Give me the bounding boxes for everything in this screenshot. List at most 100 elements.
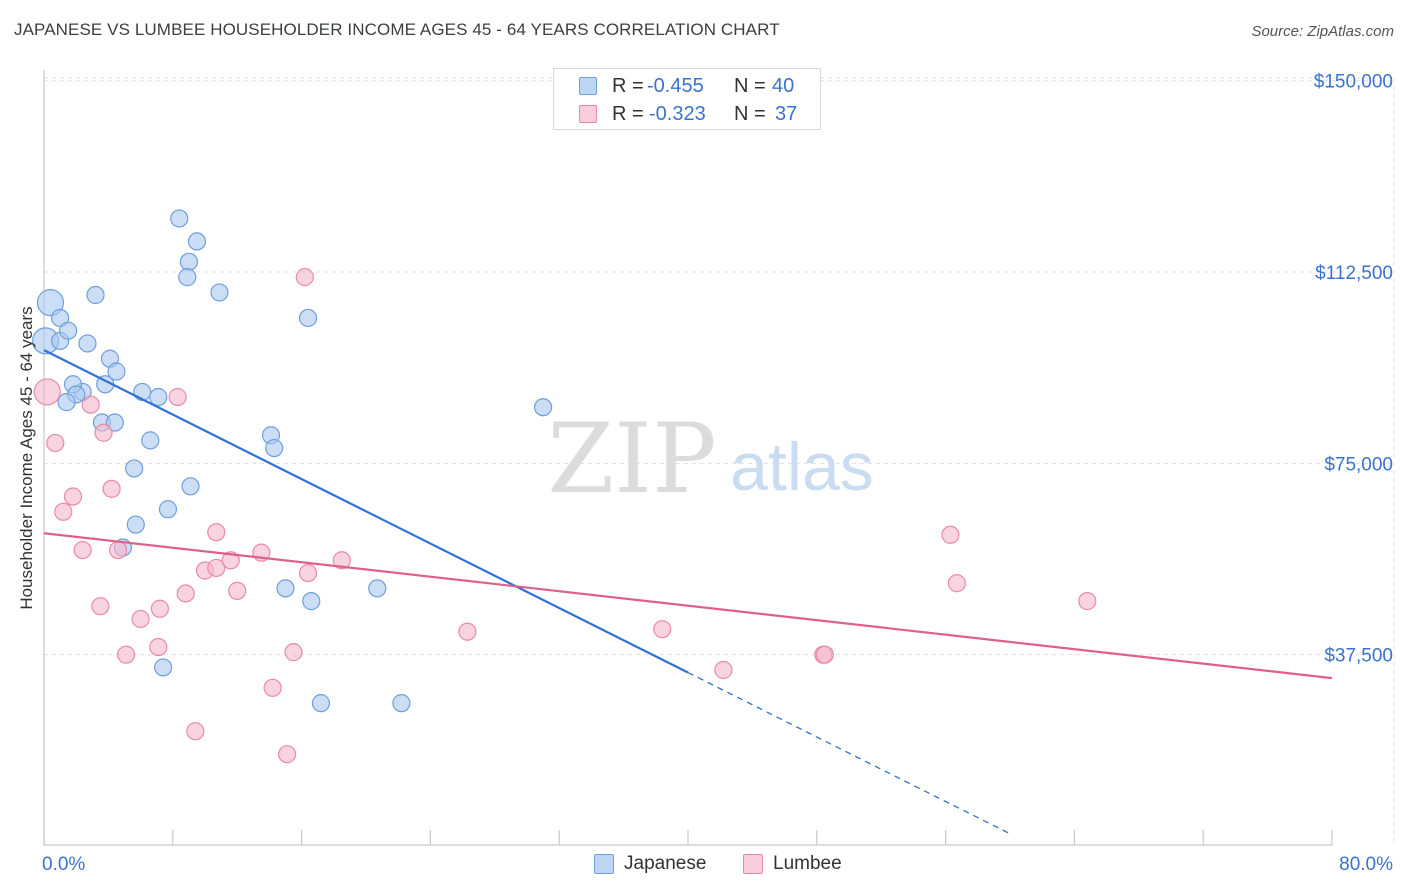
stats-legend: R = -0.455 N = 40 R = -0.323 N = 37	[553, 68, 821, 130]
japanese-trend-extension	[687, 671, 1011, 835]
japanese-point	[187, 232, 207, 251]
japanese-point	[392, 694, 411, 713]
japanese-point	[50, 308, 70, 328]
n-value: 37	[775, 103, 798, 125]
lumbee-point	[63, 487, 83, 506]
lumbee-point	[207, 558, 226, 578]
legend-row-japanese: R = -0.455 N = 40	[554, 72, 820, 100]
x-tick-label: 80.0%	[1339, 854, 1393, 875]
y-axis-label: Householder Income Ages 45 - 64 years	[17, 306, 36, 609]
lumbee-point	[298, 563, 318, 583]
lumbee-point	[228, 581, 247, 600]
y-tick-labels: $37,500 $75,000 $112,500 $150,000	[1314, 72, 1393, 667]
lumbee-point	[186, 722, 205, 741]
japanese-point	[86, 285, 105, 305]
japanese-legend-swatch	[594, 854, 614, 874]
japanese-point	[105, 413, 124, 432]
lumbee-point	[102, 479, 121, 498]
japanese-point	[368, 579, 387, 598]
watermark-zip: ZIP	[547, 403, 716, 515]
japanese-point	[311, 694, 331, 713]
lumbee-point	[221, 551, 240, 570]
japanese-point	[59, 321, 78, 340]
japanese-point	[298, 308, 318, 328]
lumbee-point	[54, 502, 73, 521]
data-points	[32, 209, 1097, 764]
lumbee-point	[332, 551, 351, 570]
lumbee-point	[33, 378, 61, 406]
r-value: -0.455	[647, 75, 704, 97]
lumbee-point	[295, 268, 314, 287]
japanese-point	[265, 438, 284, 458]
lumbee-point	[1078, 592, 1097, 611]
r-value: -0.323	[649, 103, 706, 125]
lumbee-point	[947, 574, 966, 593]
lumbee-point	[263, 678, 282, 697]
japanese-point	[178, 268, 197, 287]
y-tick-label: $112,500	[1315, 263, 1393, 284]
lumbee-point	[131, 609, 150, 629]
japanese-legend-label: Japanese	[624, 853, 707, 874]
grid-lines	[44, 77, 1395, 845]
lumbee-point	[149, 637, 168, 657]
japanese-swatch	[579, 77, 597, 95]
lumbee-point	[117, 645, 136, 664]
japanese-point	[533, 398, 553, 417]
watermark-atlas: atlas	[730, 429, 874, 505]
japanese-point	[179, 252, 198, 271]
lumbee-point	[278, 745, 297, 764]
japanese-point	[107, 362, 126, 381]
n-label: N =	[734, 103, 766, 125]
lumbee-point	[207, 523, 226, 542]
lumbee-point	[168, 387, 187, 407]
lumbee-point	[176, 584, 195, 603]
y-tick-label: $150,000	[1314, 72, 1393, 93]
watermark: ZIP atlas	[547, 403, 873, 515]
japanese-point	[302, 592, 321, 611]
lumbee-point	[94, 423, 113, 442]
lumbee-point	[91, 597, 110, 616]
japanese-point	[141, 431, 160, 450]
lumbee-point	[150, 599, 170, 618]
x-tick-labels: 0.0% 80.0%	[42, 854, 1393, 875]
x-tick-label: 0.0%	[42, 854, 85, 875]
japanese-point	[181, 477, 200, 496]
lumbee-trend-line	[43, 532, 1333, 680]
lumbee-point	[458, 622, 477, 641]
japanese-point	[125, 459, 144, 478]
lumbee-point	[81, 395, 100, 414]
axes	[43, 70, 1333, 846]
japanese-point	[78, 334, 97, 353]
japanese-point	[210, 283, 229, 302]
n-label: N =	[734, 75, 766, 97]
lumbee-point	[108, 540, 128, 560]
japanese-point	[126, 515, 145, 534]
lumbee-point	[941, 525, 960, 544]
japanese-point	[154, 658, 173, 677]
japanese-point	[158, 500, 178, 519]
legend-row-lumbee: R = -0.323 N = 37	[554, 100, 820, 128]
japanese-point	[133, 382, 152, 402]
lumbee-legend-swatch	[743, 854, 763, 874]
lumbee-point	[73, 540, 92, 560]
lumbee-point	[284, 643, 303, 662]
lumbee-swatch	[579, 105, 597, 123]
n-value: 40	[772, 75, 795, 97]
y-tick-label: $37,500	[1324, 646, 1393, 667]
y-tick-label: $75,000	[1324, 454, 1393, 475]
japanese-point	[36, 289, 65, 317]
japanese-point	[276, 579, 295, 598]
lumbee-point	[714, 660, 733, 680]
chart-title: JAPANESE VS LUMBEE HOUSEHOLDER INCOME AG…	[14, 20, 780, 39]
japanese-point	[149, 387, 168, 407]
source-label: Source: ZipAtlas.com	[1251, 23, 1394, 40]
lumbee-point	[46, 433, 65, 453]
lumbee-point	[653, 620, 672, 639]
japanese-point	[57, 393, 76, 412]
japanese-point	[170, 209, 189, 228]
lumbee-legend-label: Lumbee	[773, 853, 842, 874]
r-label: R =	[612, 103, 644, 125]
lumbee-point	[815, 645, 834, 664]
trend-lines	[43, 349, 1333, 835]
